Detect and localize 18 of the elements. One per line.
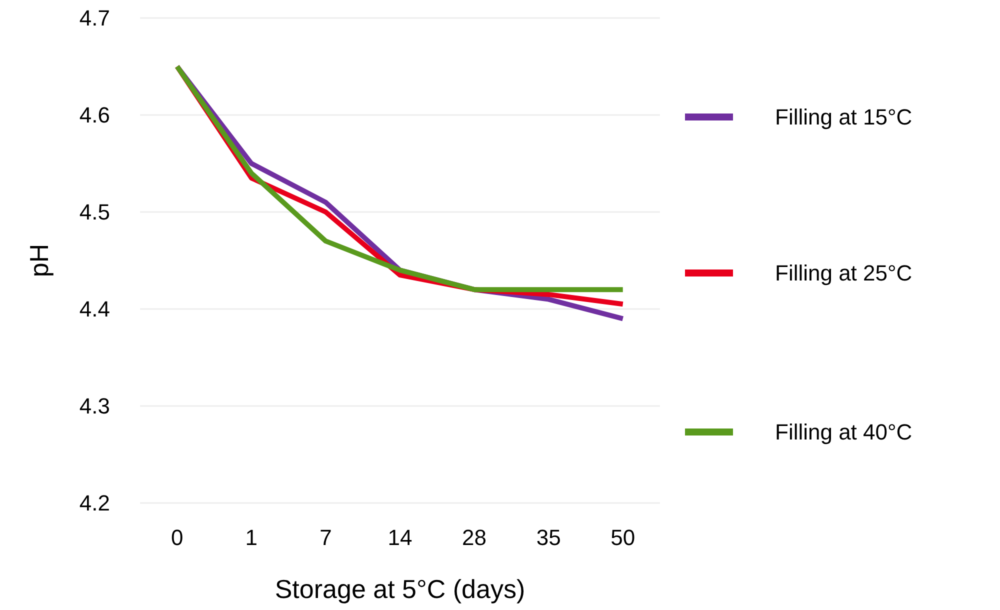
- x-tick-label: 14: [388, 525, 412, 550]
- y-tick-label: 4.5: [79, 200, 110, 225]
- y-tick-label: 4.2: [79, 490, 110, 516]
- legend-label: Filling at 40°C: [775, 420, 912, 445]
- y-axis-title: pH: [24, 244, 54, 278]
- x-tick-label: 50: [610, 525, 636, 550]
- y-tick-label: 4.6: [79, 102, 110, 128]
- legend-label: Filling at 15°C: [775, 104, 912, 130]
- x-tick-label: 0: [171, 525, 184, 550]
- y-tick-label: 4.4: [79, 296, 110, 322]
- x-tick-label: 35: [536, 525, 561, 550]
- x-tick-label: 28: [462, 525, 487, 550]
- x-tick-label: 1: [245, 525, 258, 550]
- x-axis-title: Storage at 5°C (days): [274, 574, 526, 604]
- x-tick-label: 7: [320, 525, 332, 550]
- legend-label: Filling at 25°C: [775, 260, 912, 286]
- y-tick-label: 4.3: [79, 394, 110, 419]
- y-tick-label: 4.7: [79, 6, 110, 31]
